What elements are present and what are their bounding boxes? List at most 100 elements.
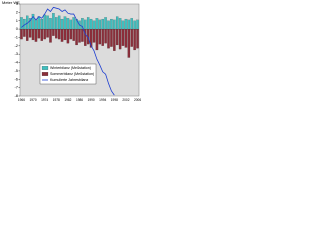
bar <box>84 29 87 46</box>
bar <box>95 29 99 51</box>
y-axis-label: Meter WE <box>2 0 20 5</box>
legend-label: Kumulierte Jahresbilanz <box>50 78 89 82</box>
bar <box>92 29 96 43</box>
bar <box>63 16 67 30</box>
bar <box>28 29 32 38</box>
bar <box>57 15 61 30</box>
y-tick-label: 1 <box>16 18 19 23</box>
y-tick-label: -6 <box>14 76 18 81</box>
y-tick-label: 0 <box>16 26 19 31</box>
bar <box>40 29 44 41</box>
bar <box>113 29 116 51</box>
legend-swatch <box>41 66 49 70</box>
bar <box>133 20 136 30</box>
bar <box>69 29 73 40</box>
x-tick-label: 1966 <box>18 98 25 102</box>
bar <box>75 29 78 46</box>
bar <box>124 18 128 30</box>
bar <box>115 29 119 46</box>
bar <box>78 29 81 43</box>
bar <box>46 15 49 30</box>
bar <box>37 29 41 39</box>
bar <box>49 29 52 43</box>
x-tick-label: 2006 <box>134 98 141 102</box>
bar <box>107 20 110 30</box>
legend-label: Winterbilanz (Meßstation) <box>50 66 91 70</box>
x-tick-label: 1986 <box>76 98 83 102</box>
bar <box>110 18 113 30</box>
bar <box>72 29 75 41</box>
bar <box>46 29 49 38</box>
bar <box>121 20 125 30</box>
bar <box>23 29 26 37</box>
bar <box>81 29 84 42</box>
bar <box>37 16 41 30</box>
bar <box>98 19 102 30</box>
bar <box>136 19 139 30</box>
bar <box>127 29 131 58</box>
y-tick-label: -1 <box>14 35 18 40</box>
x-tick-label: 1974 <box>41 98 48 102</box>
x-tick-label: 1994 <box>99 98 106 102</box>
bar <box>60 29 64 42</box>
x-tick-label: 2002 <box>122 98 129 102</box>
chart: Meter WE -8 -7 -6 -5 -4 -3 -2 -1 0 1 2 3 1966 1970 197… <box>2 0 141 102</box>
bar <box>49 18 52 30</box>
bar <box>130 18 133 30</box>
bar <box>118 18 122 30</box>
x-tick-label: 1998 <box>111 98 118 102</box>
y-tick-label: -3 <box>14 51 18 56</box>
bar <box>43 14 46 30</box>
y-tick-label: -2 <box>14 43 18 48</box>
x-tick-label: 1990 <box>88 98 95 102</box>
bar <box>101 18 104 30</box>
bar <box>104 29 107 44</box>
bar <box>133 29 136 51</box>
bar <box>104 17 107 30</box>
y-tick-label: 3 <box>16 1 19 6</box>
bar <box>98 29 102 45</box>
y-tick-label: -4 <box>14 60 18 65</box>
bar <box>72 17 75 30</box>
bar <box>86 17 90 30</box>
x-tick-label: 1982 <box>64 98 71 102</box>
bar <box>110 29 113 47</box>
x-tick-label: 1970 <box>30 98 37 102</box>
legend-swatch <box>41 72 49 76</box>
bar <box>69 19 73 30</box>
bar <box>95 18 99 30</box>
bar <box>55 17 58 30</box>
y-tick-label: 2 <box>16 9 19 14</box>
bar <box>57 29 61 40</box>
bar <box>31 29 35 41</box>
bar <box>127 19 131 30</box>
y-tick-label: -7 <box>14 85 18 90</box>
bar <box>113 19 116 30</box>
bar <box>40 18 44 30</box>
bar <box>130 29 133 47</box>
bar <box>124 29 128 48</box>
y-tick-label: -8 <box>14 93 18 98</box>
bar <box>52 13 55 30</box>
bar <box>66 18 70 30</box>
bar <box>60 18 64 30</box>
bar <box>89 18 93 30</box>
bar <box>92 20 96 30</box>
bar <box>115 16 119 30</box>
bar <box>89 29 93 48</box>
page: {"chart_data": { "type": "bar", "y_label… <box>0 0 142 108</box>
legend-box <box>39 63 97 85</box>
bar <box>136 29 139 49</box>
bar <box>66 29 70 44</box>
bar <box>20 29 23 40</box>
bar <box>63 29 67 41</box>
bar <box>121 29 125 46</box>
x-tick-label: 1978 <box>53 98 60 102</box>
bar <box>118 29 122 50</box>
bar <box>107 29 110 49</box>
bar <box>84 19 87 30</box>
legend-label: Sommerbilanz (Meßstation) <box>50 72 94 76</box>
line <box>21 6 115 96</box>
bar <box>101 29 104 46</box>
bar <box>52 29 55 36</box>
